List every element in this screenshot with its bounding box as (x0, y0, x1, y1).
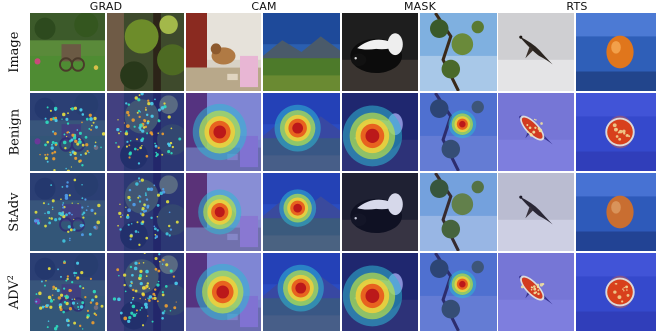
stadv-cam-dog-on-floor-image (186, 173, 261, 251)
image-mask-tree-sky-image (420, 13, 497, 91)
benign-mask-tree-sky-image (420, 93, 497, 171)
column-label-mask: MASK (403, 0, 436, 13)
stadv-cam-mountain-field-image (263, 173, 340, 251)
stadv-grad-forest-trees-image (107, 173, 184, 251)
image-rts-orange-fruit-image (576, 13, 656, 91)
row-label-benign: Benign (7, 108, 23, 156)
benign-grad-garden-cart-image (30, 93, 105, 171)
image-cam-dog-on-floor-image (186, 13, 261, 91)
benign-grad-forest-trees-image (107, 93, 184, 171)
adv2-grad-forest-trees-image (107, 253, 184, 331)
stadv-mask-tree-sky-image (420, 173, 497, 251)
column-label-cam: CAM (251, 0, 277, 13)
adv2-mask-tree-sky-image (420, 253, 497, 331)
stadv-grad-garden-cart-image (30, 173, 105, 251)
benign-rts-bird-image (498, 93, 574, 171)
image-cam-mountain-field-image (263, 13, 340, 91)
benign-cam-dog-on-floor-image (186, 93, 261, 171)
adv2-rts-bird-image (498, 253, 574, 331)
benign-mask-skunk-image (342, 93, 418, 171)
adv2-cam-mountain-field-image (263, 253, 340, 331)
adv2-mask-skunk-image (342, 253, 418, 331)
row-label-stadv: StAdv (7, 192, 23, 232)
adv2-cam-dog-on-floor-image (186, 253, 261, 331)
adv2-rts-orange-fruit-image (576, 253, 656, 331)
image-grad-forest-trees-image (107, 13, 184, 91)
image-grad-garden-cart-image (30, 13, 105, 91)
row-label-image: Image (7, 31, 23, 73)
image-mask-skunk-image (342, 13, 418, 91)
benign-rts-orange-fruit-image (576, 93, 656, 171)
benign-cam-mountain-field-image (263, 93, 340, 171)
column-label-grad: GRAD (89, 0, 123, 13)
stadv-rts-orange-fruit-image (576, 173, 656, 251)
adv2-grad-garden-cart-image (30, 253, 105, 331)
stadv-mask-skunk-image (342, 173, 418, 251)
stadv-rts-bird-image (498, 173, 574, 251)
row-label-adv2: ADV2 (5, 274, 23, 310)
image-rts-bird-image (498, 13, 574, 91)
column-label-rts: RTS (566, 0, 588, 13)
